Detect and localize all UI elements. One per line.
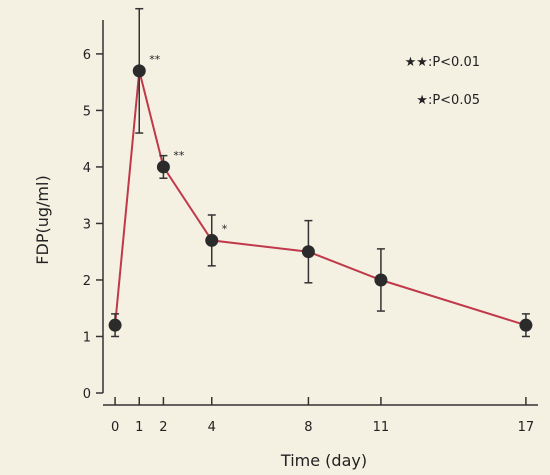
legend-star-double: ★★ [405, 55, 428, 70]
data-point [108, 318, 122, 332]
y-axis-label: FDP(ug/ml) [33, 175, 52, 264]
data-point [519, 318, 533, 332]
x-tick-label: 2 [159, 420, 167, 435]
x-tick-label: 8 [304, 420, 312, 435]
x-tick-label: 1 [135, 420, 143, 435]
legend-star-single: ★ [416, 93, 428, 108]
x-tick-label: 11 [373, 420, 390, 435]
x-tick-label: 4 [208, 420, 216, 435]
y-tick-label: 0 [83, 387, 91, 402]
significance-label: * [222, 222, 228, 235]
data-point [156, 160, 170, 174]
y-tick-label: 4 [83, 161, 91, 176]
legend-text-p001: :P<0.01 [428, 55, 480, 70]
legend-entry-p005: ★:P<0.05 [416, 93, 480, 108]
data-point [205, 233, 219, 247]
data-point [132, 64, 146, 78]
significance-label: ** [173, 149, 185, 162]
data-point [374, 273, 388, 287]
y-tick-label: 5 [83, 104, 91, 119]
y-tick-label: 2 [83, 274, 91, 289]
y-tick-label: 3 [83, 217, 91, 232]
legend-text-p005: :P<0.05 [428, 93, 480, 108]
data-point [301, 245, 315, 259]
y-tick-label: 1 [83, 330, 91, 345]
series-line [114, 70, 527, 327]
y-tick-label: 6 [83, 48, 91, 63]
x-tick-label: 17 [518, 420, 535, 435]
x-tick-label: 0 [111, 420, 119, 435]
significance-label: ** [149, 53, 161, 66]
x-axis-label: Time (day) [280, 451, 367, 470]
legend-entry-p001: ★★:P<0.01 [405, 55, 480, 70]
legend: ★★:P<0.01 ★:P<0.05 [405, 55, 480, 108]
